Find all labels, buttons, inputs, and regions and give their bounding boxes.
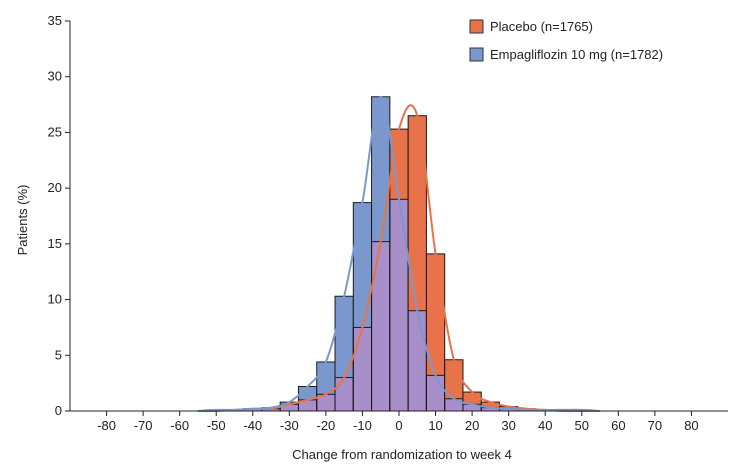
y-tick-label: 30 <box>48 69 62 84</box>
y-tick-label: 25 <box>48 124 62 139</box>
overlap-bar <box>316 394 336 411</box>
overlap-bar <box>481 407 500 411</box>
x-tick-label: -80 <box>97 418 116 433</box>
overlap-bar <box>499 408 518 411</box>
overlap-bar <box>371 241 390 411</box>
x-tick-label: -10 <box>353 418 372 433</box>
overlap-bar <box>408 310 427 411</box>
bar-placebo <box>408 115 427 311</box>
x-tick-label: 60 <box>611 418 625 433</box>
density-curve-empagliflozin <box>197 95 601 413</box>
legend-label-empagliflozin: Empagliflozin 10 mg (n=1782) <box>490 47 663 62</box>
x-axis-title: Change from randomization to week 4 <box>292 447 512 462</box>
overlap-bar <box>444 398 463 411</box>
x-tick-label: 0 <box>395 418 402 433</box>
overlap-bar <box>280 404 299 411</box>
overlap-bar <box>389 199 409 411</box>
legend: Placebo (n=1765) Empagliflozin 10 mg (n=… <box>469 19 663 62</box>
bars-layer <box>206 96 592 412</box>
bar-placebo <box>481 402 500 408</box>
bar-placebo <box>499 406 518 409</box>
x-tick-label: -70 <box>134 418 153 433</box>
density-curves <box>197 95 601 413</box>
x-tick-label: 70 <box>648 418 662 433</box>
overlap-bar <box>335 377 354 411</box>
x-tick-label: 10 <box>428 418 442 433</box>
overlap-bar <box>243 408 262 411</box>
y-tick-label: 35 <box>48 13 62 28</box>
legend-swatch-empagliflozin <box>469 47 484 62</box>
overlap-bar <box>298 399 317 411</box>
x-tick-label: 40 <box>538 418 552 433</box>
x-tick-label: 80 <box>684 418 698 433</box>
y-tick-label: 10 <box>48 292 62 307</box>
overlap-bar <box>261 408 281 411</box>
bar-empagliflozin <box>298 386 317 400</box>
x-tick-label: -50 <box>207 418 226 433</box>
x-tick-label: -30 <box>280 418 299 433</box>
bar-placebo <box>444 359 463 399</box>
y-tick-label: 0 <box>55 403 62 418</box>
x-tick-label: -40 <box>243 418 262 433</box>
x-tick-label: 30 <box>501 418 515 433</box>
y-axis-title: Patients (%) <box>15 185 30 256</box>
overlap-bar <box>426 375 445 411</box>
density-curve-placebo <box>197 104 601 413</box>
x-tick-label: -60 <box>170 418 189 433</box>
overlap-bar <box>353 327 372 411</box>
y-tick-label: 5 <box>55 347 62 362</box>
y-tick-label: 15 <box>48 236 62 251</box>
legend-swatch-placebo <box>469 19 484 34</box>
legend-label-placebo: Placebo (n=1765) <box>490 19 593 34</box>
bar-empagliflozin <box>371 96 390 242</box>
overlap-bar <box>462 404 482 411</box>
x-tick-label: -20 <box>316 418 335 433</box>
x-tick-label: 20 <box>465 418 479 433</box>
y-tick-label: 20 <box>48 180 62 195</box>
x-tick-label: 50 <box>575 418 589 433</box>
bar-empagliflozin <box>353 202 372 328</box>
axes: 0 5 10 15 20 25 30 35 -80 -70 -60 -50 -40 -30 -20 -10 0 1… <box>48 13 728 433</box>
